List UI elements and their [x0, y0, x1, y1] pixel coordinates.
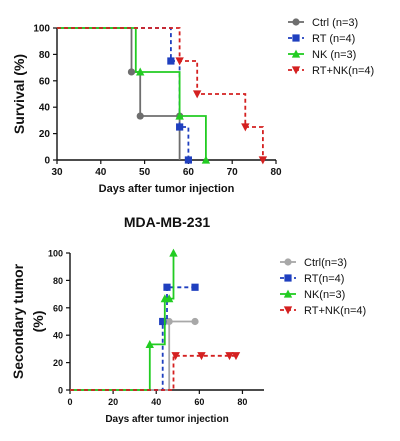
series-2-point — [167, 57, 175, 65]
series-4-point — [225, 352, 234, 361]
x-tick-label: 60 — [194, 397, 204, 407]
legend-label-2: RT(n=4) — [304, 273, 344, 285]
y-tick-label: 0 — [58, 386, 63, 396]
y-tick-label: 20 — [39, 129, 51, 140]
legend-marker-1 — [284, 258, 292, 266]
series-4-point — [258, 156, 268, 165]
series-line-3 — [70, 253, 175, 391]
legend-label-1: Ctrl (n=3) — [312, 17, 358, 29]
series-line-2 — [57, 27, 190, 160]
legend-label-3: NK(n=3) — [304, 289, 345, 301]
legend-marker-4 — [283, 306, 293, 315]
series-3-point — [201, 155, 211, 164]
x-tick-label: 80 — [270, 167, 282, 178]
series-3-point — [175, 111, 184, 120]
series-line-4 — [57, 27, 264, 160]
series-4-point — [192, 90, 202, 99]
x-tick-label: 50 — [139, 167, 151, 178]
legend-marker-3 — [291, 49, 301, 58]
series-1-point — [191, 317, 199, 326]
legend-marker-2 — [284, 274, 292, 282]
x-tick-label: 60 — [183, 167, 195, 178]
series-4-point — [231, 352, 241, 361]
series-1-point — [127, 68, 136, 76]
y-axis-label: Secondary tumor (%) — [10, 263, 46, 379]
series-3-point — [164, 294, 174, 303]
series-line-2 — [70, 286, 195, 391]
chart-survival: 30 40 50 60 70 80 0 20 40 60 80 100 Days after tumor… — [11, 17, 374, 195]
y-tick-label: 20 — [53, 358, 63, 368]
y-axis-label-line: Secondary tumor — [10, 263, 26, 379]
series-3-point — [145, 339, 154, 348]
series-3-point — [136, 67, 145, 76]
y-tick-label: 40 — [39, 103, 51, 114]
series-1-point — [165, 317, 173, 326]
series-2-point — [159, 317, 167, 326]
x-axis-label: Days after tumor injection — [105, 414, 228, 425]
x-axis-label: Days after tumor injection — [99, 183, 235, 195]
legend-label-2: RT (n=4) — [312, 33, 355, 45]
series-2-point — [176, 123, 184, 131]
y-tick-label: 100 — [48, 249, 63, 259]
chart-title: MDA-MB-231 — [124, 214, 211, 230]
x-tick-label: 30 — [51, 167, 63, 178]
legend-marker-3 — [283, 289, 293, 298]
x-tick-label: 0 — [67, 397, 72, 407]
series-2-point — [163, 283, 171, 291]
y-axis-label: Survival (%) — [11, 54, 27, 134]
chart-secondary-tumor: MDA-MB-231 0 20 40 60 80 0 20 40 60 80 100 Days afte… — [10, 214, 366, 425]
series-line-1 — [57, 27, 181, 160]
x-tick-label: 70 — [227, 167, 239, 178]
series-2-point — [191, 283, 199, 291]
series-3-point — [169, 248, 178, 257]
legend-label-4: RT+NK(n=4) — [304, 305, 366, 317]
legend-label-4: RT+NK(n=4) — [312, 65, 374, 77]
series-4-point — [171, 352, 180, 361]
y-tick-label: 100 — [33, 24, 50, 35]
y-tick-label: 0 — [44, 156, 50, 167]
y-tick-label: 60 — [39, 76, 51, 87]
y-tick-label: 80 — [53, 276, 63, 286]
series-4-point — [175, 57, 184, 66]
series-line-4 — [70, 354, 236, 391]
y-tick-label: 80 — [39, 50, 51, 61]
series-1-point — [136, 112, 144, 120]
series-4-point — [241, 123, 250, 132]
series-2-point — [184, 156, 192, 164]
y-tick-label: 60 — [53, 303, 63, 313]
x-tick-label: 40 — [95, 167, 107, 178]
legend-marker-2 — [292, 34, 300, 42]
legend-label-3: NK (n=3) — [312, 49, 356, 61]
series-4-point — [197, 352, 206, 361]
legend-marker-4 — [291, 66, 301, 75]
y-tick-label: 40 — [53, 331, 63, 341]
y-axis-label-line: (%) — [30, 311, 46, 333]
x-tick-label: 20 — [108, 397, 118, 407]
legend-label-1: Ctrl(n=3) — [304, 257, 347, 269]
x-tick-label: 80 — [237, 397, 247, 407]
legend-marker-1 — [292, 18, 300, 26]
x-tick-label: 40 — [151, 397, 161, 407]
